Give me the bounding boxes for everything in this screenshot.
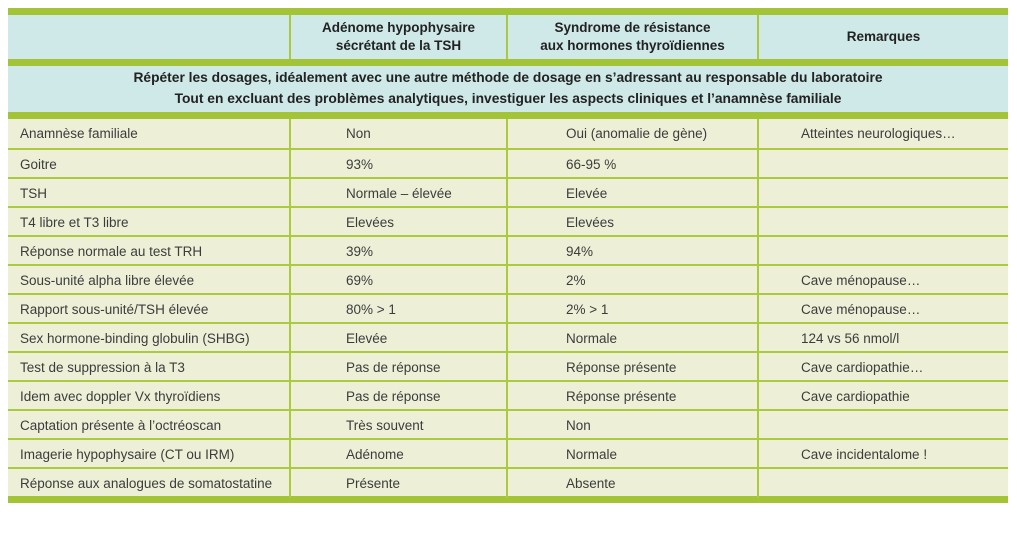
adenome-value: 80% > 1: [289, 295, 506, 324]
header-cell-remarques: Remarques: [757, 15, 1008, 59]
instructions-banner: Répéter les dosages, idéalement avec une…: [8, 66, 1008, 112]
header-resistance-line2: aux hormones thyroïdiennes: [540, 38, 725, 53]
adenome-value: Pas de réponse: [289, 353, 506, 382]
row-label: Captation présente à l’octréoscan: [20, 418, 222, 433]
header-adenome-line2: sécrétant de la TSH: [335, 38, 462, 53]
table-row: Captation présente à l’octréoscan Très s…: [8, 409, 1008, 440]
remarque-value: [757, 411, 1008, 440]
resistance-value: Absente: [506, 469, 757, 498]
remarque-value: [757, 237, 1008, 266]
table-row: Imagerie hypophysaire (CT ou IRM) Adénom…: [8, 438, 1008, 469]
row-label: TSH: [20, 186, 47, 201]
table-row: Sous-unité alpha libre élevée 69% 2% Cav…: [8, 264, 1008, 295]
row-label: Goitre: [20, 157, 57, 172]
resistance-value: 66-95 %: [506, 150, 757, 179]
table-row: TSH Normale – élevée Elevée: [8, 177, 1008, 208]
row-label: Idem avec doppler Vx thyroïdiens: [20, 389, 221, 404]
row-label: Réponse aux analogues de somatostatine: [20, 476, 273, 491]
row-label: Sous-unité alpha libre élevée: [20, 273, 195, 288]
remarque-value: [757, 208, 1008, 237]
table-row: Sex hormone-binding globulin (SHBG) Elev…: [8, 322, 1008, 353]
adenome-value: Très souvent: [289, 411, 506, 440]
adenome-value: Elevées: [289, 208, 506, 237]
header-adenome-line1: Adénome hypophysaire: [321, 19, 476, 35]
row-label: Rapport sous-unité/TSH élevée: [20, 302, 209, 317]
adenome-value: 69%: [289, 266, 506, 295]
table-row: Réponse normale au test TRH 39% 94%: [8, 235, 1008, 266]
table-body: Anamnèse familiale Non Oui (anomalie de …: [8, 119, 1008, 498]
header-resistance-line1: Syndrome de résistance: [554, 19, 711, 35]
header-cell-adenome: Adénome hypophysaire sécrétant de la TSH: [289, 15, 506, 59]
banner-line2: Tout en excluant des problèmes analytiqu…: [174, 91, 842, 106]
row-label: Réponse normale au test TRH: [20, 244, 203, 259]
remarque-value: Cave incidentalome !: [757, 440, 1008, 469]
comparison-table: Adénome hypophysaire sécrétant de la TSH…: [8, 8, 1008, 503]
row-label: Sex hormone-binding globulin (SHBG): [20, 331, 250, 346]
row-label: Anamnèse familiale: [20, 126, 138, 141]
resistance-value: 2%: [506, 266, 757, 295]
table-header-row: Adénome hypophysaire sécrétant de la TSH…: [8, 15, 1008, 59]
row-label: Test de suppression à la T3: [20, 360, 185, 375]
header-cell-empty: [8, 15, 289, 59]
adenome-value: Adénome: [289, 440, 506, 469]
resistance-value: Réponse présente: [506, 353, 757, 382]
resistance-value: Elevée: [506, 179, 757, 208]
remarque-value: [757, 469, 1008, 498]
table-row: Rapport sous-unité/TSH élevée 80% > 1 2%…: [8, 293, 1008, 324]
banner-rule: [8, 112, 1008, 119]
header-cell-resistance: Syndrome de résistance aux hormones thyr…: [506, 15, 757, 59]
table-row: Idem avec doppler Vx thyroïdiens Pas de …: [8, 380, 1008, 411]
banner-line1: Répéter les dosages, idéalement avec une…: [133, 70, 883, 86]
adenome-value: 93%: [289, 150, 506, 179]
table-row: Réponse aux analogues de somatostatine P…: [8, 467, 1008, 498]
resistance-value: Normale: [506, 324, 757, 353]
resistance-value: Oui (anomalie de gène): [506, 119, 757, 148]
resistance-value: 2% > 1: [506, 295, 757, 324]
bottom-rule: [8, 496, 1008, 503]
remarque-value: Atteintes neurologiques…: [757, 119, 1008, 148]
adenome-value: Non: [289, 119, 506, 148]
remarque-value: Cave ménopause…: [757, 295, 1008, 324]
adenome-value: 39%: [289, 237, 506, 266]
table-row: Anamnèse familiale Non Oui (anomalie de …: [8, 119, 1008, 148]
remarque-value: Cave ménopause…: [757, 266, 1008, 295]
table-row: Goitre 93% 66-95 %: [8, 148, 1008, 179]
adenome-value: Normale – élevée: [289, 179, 506, 208]
remarque-value: Cave cardiopathie…: [757, 353, 1008, 382]
remarque-value: [757, 179, 1008, 208]
resistance-value: Réponse présente: [506, 382, 757, 411]
remarque-value: Cave cardiopathie: [757, 382, 1008, 411]
row-label: T4 libre et T3 libre: [20, 215, 129, 230]
row-label: Imagerie hypophysaire (CT ou IRM): [20, 447, 235, 462]
resistance-value: Normale: [506, 440, 757, 469]
header-rule: [8, 59, 1008, 66]
remarque-value: [757, 150, 1008, 179]
resistance-value: 94%: [506, 237, 757, 266]
adenome-value: Elevée: [289, 324, 506, 353]
table-row: T4 libre et T3 libre Elevées Elevées: [8, 206, 1008, 237]
adenome-value: Pas de réponse: [289, 382, 506, 411]
top-rule: [8, 8, 1008, 15]
table-row: Test de suppression à la T3 Pas de répon…: [8, 351, 1008, 382]
resistance-value: Elevées: [506, 208, 757, 237]
adenome-value: Présente: [289, 469, 506, 498]
header-remarques-label: Remarques: [846, 28, 921, 44]
resistance-value: Non: [506, 411, 757, 440]
remarque-value: 124 vs 56 nmol/l: [757, 324, 1008, 353]
